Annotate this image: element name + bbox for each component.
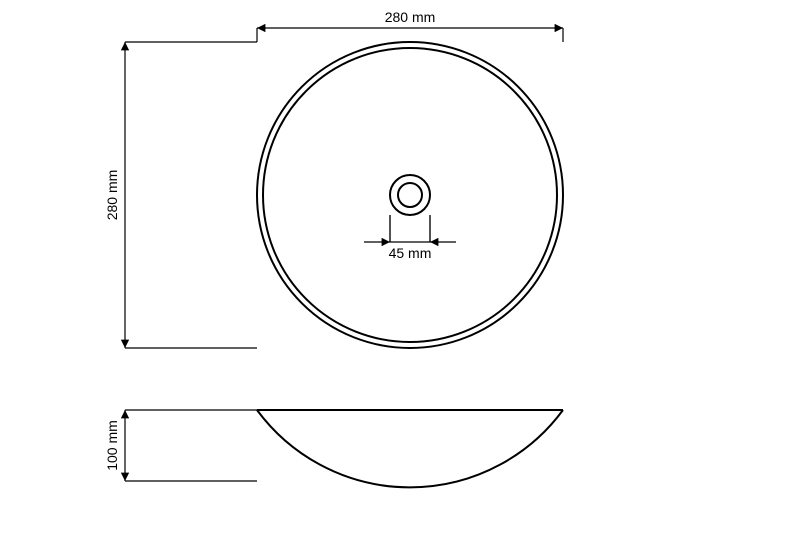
dim-height-label: 280 mm [104, 170, 120, 221]
dim-drain-label: 45 mm [389, 245, 432, 261]
basin-outer-rim [257, 42, 563, 348]
dim-side-height-label: 100 mm [104, 420, 120, 471]
dim-width-label: 280 mm [385, 9, 436, 25]
technical-drawing: 280 mm 280 mm 45 mm 100 mm [0, 0, 800, 533]
drain-outer [390, 175, 430, 215]
basin-inner-rim [263, 48, 557, 342]
side-bowl-arc [257, 410, 563, 487]
drain-inner [398, 183, 422, 207]
